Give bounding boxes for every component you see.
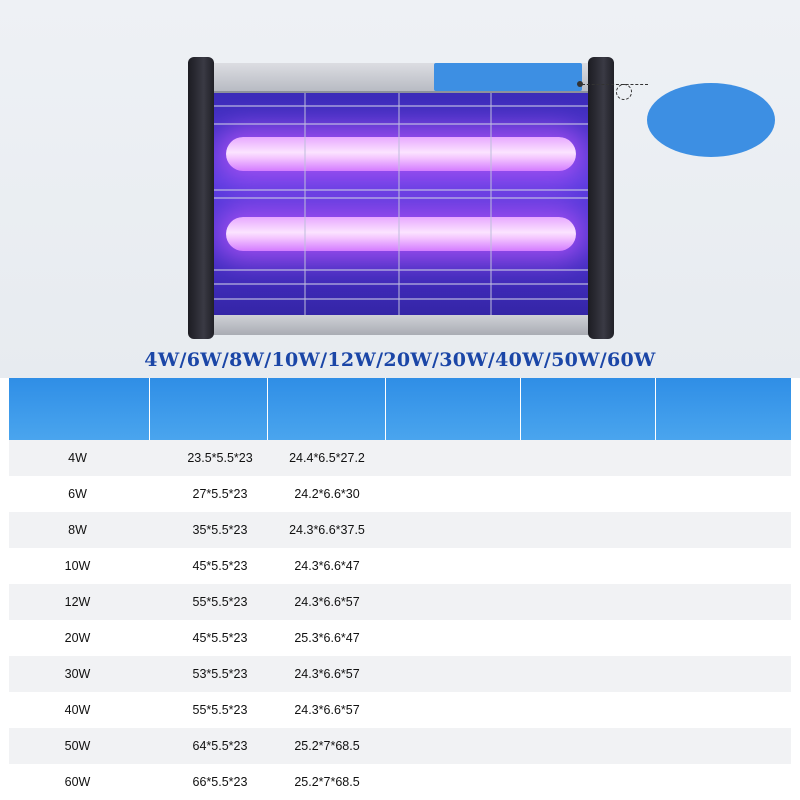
wattage-options-title: 4W/6W/8W/10W/12W/20W/30W/40W/50W/60W [144,349,656,371]
mosquito-killer-lamp-image [188,57,614,339]
table-row: 8W 35*5.5*23 24.3*6.6*37.5 [9,512,791,548]
uv-tube-upper [226,137,576,171]
power-cell: 50W [64,739,91,753]
frame-left [188,57,214,339]
header-cell [150,378,268,440]
size-a-cell: 35*5.5*23 [192,523,248,537]
header-cell [521,378,656,440]
header-cell [386,378,521,440]
power-cell: 12W [64,595,91,609]
size-a-cell: 55*5.5*23 [192,703,248,717]
size-a-cell: 27*5.5*23 [192,487,248,501]
size-b-cell: 25.3*6.6*47 [294,631,360,645]
size-a-cell: 53*5.5*23 [192,667,248,681]
size-b-cell: 24.3*6.6*57 [294,667,360,681]
size-a-cell: 45*5.5*23 [192,631,248,645]
power-cell: 6W [68,487,87,501]
label-plate [434,63,582,91]
size-b-cell: 25.2*7*68.5 [294,739,360,753]
table-row: 40W 55*5.5*23 24.3*6.6*57 [9,692,791,728]
table-row: 30W 53*5.5*23 24.3*6.6*57 [9,656,791,692]
power-cell: 10W [64,559,91,573]
table-row: 6W 27*5.5*23 24.2*6.6*30 [9,476,791,512]
size-b-cell: 24.3*6.6*47 [294,559,360,573]
spec-table: 4W 23.5*5.5*23 24.4*6.5*27.2 6W 27*5.5*2… [9,378,791,800]
table-row: 4W 23.5*5.5*23 24.4*6.5*27.2 [9,440,791,476]
table-row: 20W 45*5.5*23 25.3*6.6*47 [9,620,791,656]
size-b-cell: 24.3*6.6*37.5 [289,523,365,537]
size-b-cell: 24.3*6.6*57 [294,595,360,609]
table-row: 10W 45*5.5*23 24.3*6.6*47 [9,548,791,584]
power-cell: 30W [64,667,91,681]
bottom-frame-bar [208,315,594,335]
power-cell: 4W [68,451,87,465]
power-cell: 20W [64,631,91,645]
header-cell [9,378,150,440]
size-a-cell: 55*5.5*23 [192,595,248,609]
uv-grid [208,93,594,315]
table-row: 60W 66*5.5*23 25.2*7*68.5 [9,764,791,800]
power-cell: 60W [64,775,91,789]
header-cell [656,378,791,440]
callout-line [582,84,648,85]
callout-ring [616,84,632,100]
size-b-cell: 25.2*7*68.5 [294,775,360,789]
frame-right [588,57,614,339]
size-a-cell: 66*5.5*23 [192,775,248,789]
uv-tube-lower [226,217,576,251]
callout-label-blob [647,83,775,157]
table-header [9,378,791,440]
power-cell: 40W [64,703,91,717]
size-a-cell: 64*5.5*23 [192,739,248,753]
header-cell [268,378,386,440]
callout-dot [577,81,583,87]
size-b-cell: 24.2*6.6*30 [294,487,360,501]
product-hero [0,0,800,378]
power-cell: 8W [68,523,87,537]
table-row: 50W 64*5.5*23 25.2*7*68.5 [9,728,791,764]
size-b-cell: 24.3*6.6*57 [294,703,360,717]
size-a-cell: 23.5*5.5*23 [187,451,253,465]
table-row: 12W 55*5.5*23 24.3*6.6*57 [9,584,791,620]
size-b-cell: 24.4*6.5*27.2 [289,451,365,465]
size-a-cell: 45*5.5*23 [192,559,248,573]
